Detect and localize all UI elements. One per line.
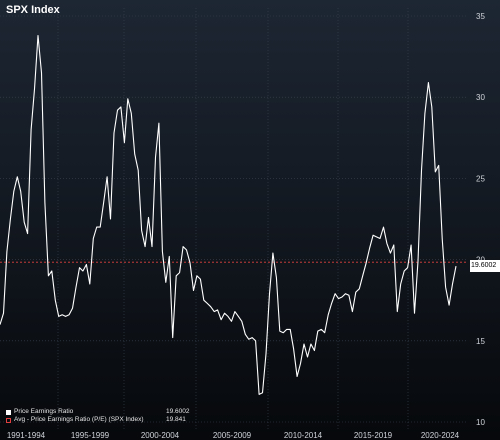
- legend-item-pe: Price Earnings Ratio 19.6002: [6, 408, 206, 416]
- legend-item-avg: Avg - Price Earnings Ratio (P/E) (SPX In…: [6, 416, 206, 424]
- legend-swatch-red: [6, 417, 11, 423]
- x-tick-label: 2020-2024: [421, 431, 460, 440]
- x-tick-label: 2005-2009: [213, 431, 252, 440]
- y-tick-label: 35: [476, 12, 485, 21]
- legend-swatch-white: [6, 409, 11, 415]
- y-axis-ticks: 101520253035: [476, 12, 485, 427]
- legend-value: 19.841: [166, 416, 186, 423]
- x-axis-ticks: 1991-1994 1995-1999 2000-2004 2005-2009 2010…: [7, 431, 460, 440]
- legend: Price Earnings Ratio 19.6002 Avg - Price…: [6, 408, 206, 424]
- x-tick-label: 1991-1994: [7, 431, 46, 440]
- last-value-badge: 19.6002: [470, 260, 500, 273]
- chart-title: SPX Index: [6, 4, 60, 16]
- x-tick-label: 2000-2004: [141, 431, 180, 440]
- y-tick-label: 30: [476, 93, 485, 102]
- x-tick-label: 2015-2019: [354, 431, 393, 440]
- grid-lines: [0, 8, 467, 430]
- y-tick-label: 10: [476, 418, 485, 427]
- y-tick-label: 15: [476, 337, 485, 346]
- x-tick-label: 2010-2014: [284, 431, 323, 440]
- y-tick-label: 25: [476, 174, 485, 183]
- price-earnings-line: [0, 34, 457, 395]
- legend-label: Price Earnings Ratio: [14, 408, 74, 415]
- x-tick-label: 1995-1999: [71, 431, 110, 440]
- legend-value: 19.6002: [166, 408, 190, 415]
- legend-label: Avg - Price Earnings Ratio (P/E) (SPX In…: [14, 416, 144, 423]
